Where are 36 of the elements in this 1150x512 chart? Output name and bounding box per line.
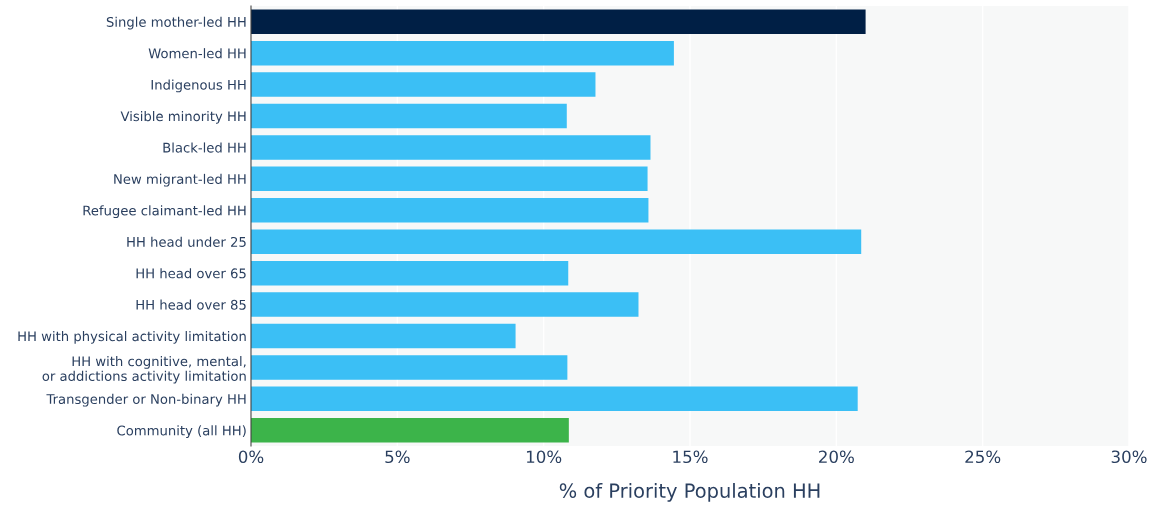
x-tick-label: 20% xyxy=(819,450,854,464)
y-tick-label: HH head over 65 xyxy=(136,268,246,279)
y-tick-label: Single mother-led HH xyxy=(106,16,246,30)
bar xyxy=(251,166,648,192)
x-tick-label: 30% xyxy=(1111,450,1147,464)
y-tick-label: HH head over 85 xyxy=(136,299,246,310)
bar xyxy=(251,103,567,129)
y-tick-label: HH head under 25 xyxy=(127,236,246,247)
y-tick-label: Women-led HH xyxy=(148,48,246,59)
y-tick-label: HH with physical activity limitation xyxy=(18,330,246,344)
bar xyxy=(251,40,674,66)
bar xyxy=(251,9,866,34)
bar xyxy=(251,418,569,443)
y-tick-label: New migrant-led HH xyxy=(114,173,246,187)
bar xyxy=(251,292,639,317)
bar xyxy=(251,198,649,223)
y-tick-label: Transgender or Non-binary HH xyxy=(46,393,246,407)
x-tick-label: 25% xyxy=(965,450,1001,464)
x-tick-label: 15% xyxy=(673,450,708,464)
y-tick-label: Black-led HH xyxy=(163,142,246,153)
y-tick-label: Visible minority HH xyxy=(120,110,246,124)
x-tick-label: 5% xyxy=(385,450,410,464)
bar xyxy=(251,260,569,286)
x-tick-label: 10% xyxy=(526,450,562,464)
bar xyxy=(251,72,596,97)
bar xyxy=(251,386,858,412)
y-tick-label: HH with cognitive, mental, or addictions activity limitation xyxy=(42,356,246,384)
y-tick-label: Community (all HH) xyxy=(117,425,246,439)
bar xyxy=(251,323,516,349)
y-tick-label: Refugee claimant-led HH xyxy=(83,205,246,219)
x-axis-title: % of Priority Population HH xyxy=(559,482,820,502)
x-tick-label: 0% xyxy=(238,450,264,464)
y-tick-label: Indigenous HH xyxy=(151,79,246,93)
bar xyxy=(251,229,862,254)
bar xyxy=(251,355,568,380)
bar xyxy=(251,135,651,160)
